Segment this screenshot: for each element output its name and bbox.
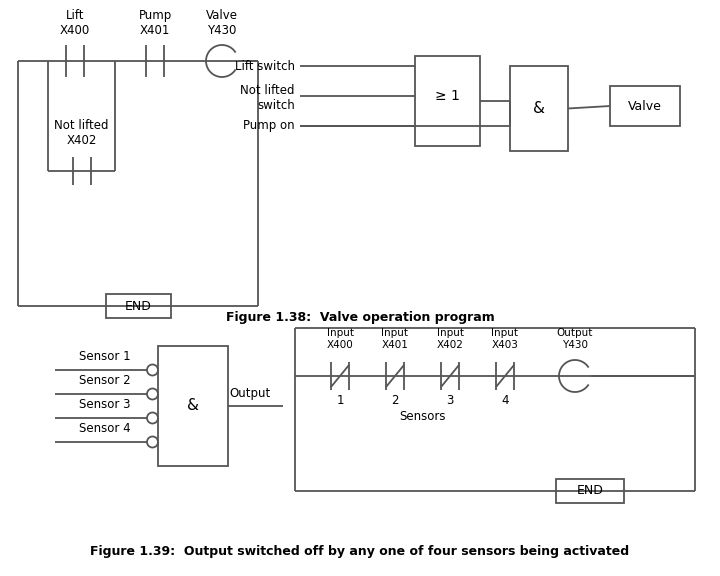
Text: Output
Y430: Output Y430 (557, 328, 593, 350)
Bar (610, 86, 680, 126)
Text: END: END (577, 484, 603, 498)
Bar (556, 479, 624, 503)
Text: Lift
X400: Lift X400 (60, 9, 90, 37)
Text: Sensor 3: Sensor 3 (79, 397, 131, 411)
Text: Figure 1.38:  Valve operation program: Figure 1.38: Valve operation program (225, 312, 495, 324)
Bar (510, 66, 568, 151)
Text: 4: 4 (501, 395, 509, 407)
Text: Not lifted
switch: Not lifted switch (240, 84, 295, 112)
Text: Sensors: Sensors (399, 410, 445, 423)
Text: END: END (125, 300, 151, 313)
Text: &: & (187, 399, 199, 414)
Text: Valve: Valve (628, 100, 662, 112)
Text: Input
X401: Input X401 (382, 328, 408, 350)
Text: Sensor 2: Sensor 2 (79, 373, 131, 386)
Text: Not lifted
X402: Not lifted X402 (54, 119, 109, 147)
Text: 2: 2 (391, 395, 399, 407)
Text: Input
X403: Input X403 (492, 328, 518, 350)
Bar (158, 346, 228, 466)
Text: Output: Output (230, 386, 271, 400)
Text: ≥ 1: ≥ 1 (435, 89, 460, 103)
Text: &: & (533, 101, 545, 116)
Text: Pump
X401: Pump X401 (138, 9, 171, 37)
Text: Figure 1.39:  Output switched off by any one of four sensors being activated: Figure 1.39: Output switched off by any … (91, 544, 629, 558)
Text: 1: 1 (336, 395, 343, 407)
Text: Lift switch: Lift switch (235, 59, 295, 73)
Text: Sensor 1: Sensor 1 (79, 350, 131, 362)
Text: Sensor 4: Sensor 4 (79, 422, 131, 434)
Bar (415, 56, 480, 146)
Text: Input
X400: Input X400 (326, 328, 354, 350)
Text: Input
X402: Input X402 (436, 328, 464, 350)
Text: 3: 3 (446, 395, 454, 407)
Bar (106, 294, 171, 318)
Text: Pump on: Pump on (243, 119, 295, 132)
Text: Valve
Y430: Valve Y430 (206, 9, 238, 37)
